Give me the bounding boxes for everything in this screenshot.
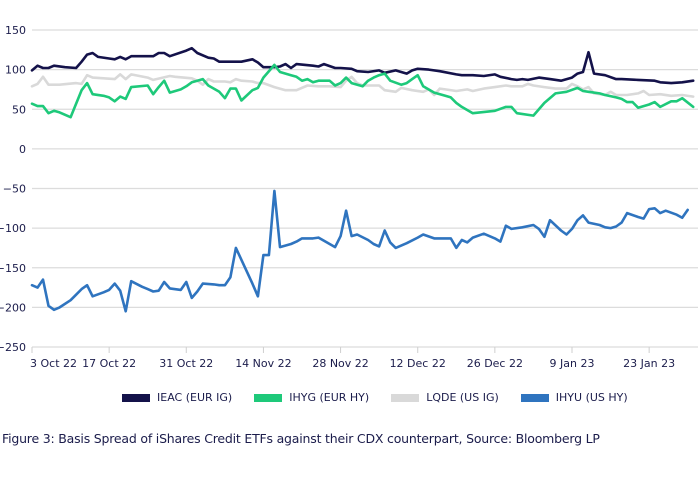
y-tick-label: −250 [0, 341, 26, 354]
x-tick-label: 12 Dec 22 [390, 357, 446, 370]
gridlines [32, 29, 698, 348]
y-tick-label: −50 [3, 183, 26, 196]
x-tick-label: 9 Jan 23 [550, 357, 595, 370]
x-tick-label: 31 Oct 22 [159, 357, 213, 370]
x-tick-label: 17 Oct 22 [82, 357, 136, 370]
legend-label-ieac: IEAC (EUR IG) [157, 391, 233, 404]
x-tick-label: 23 Jan 23 [623, 357, 675, 370]
x-tick-label: 28 Nov 22 [312, 357, 368, 370]
line-chart: 150 100 50 0 −50 −100 −150 −200 −250 3 Oct 22 17 … [0, 24, 698, 370]
y-tick-label: −200 [0, 301, 26, 314]
y-tick-label: 50 [12, 103, 26, 116]
y-tick-label: −100 [0, 222, 26, 235]
legend-swatch-ieac [122, 393, 150, 402]
y-tick-label: 150 [5, 24, 26, 37]
legend-item-lqde: LQDE (US IG) [391, 391, 499, 404]
x-axis: 3 Oct 22 17 Oct 22 31 Oct 22 14 Nov 22 28 No… [30, 347, 675, 370]
legend-label-lqde: LQDE (US IG) [426, 391, 499, 404]
y-tick-label: 100 [5, 64, 26, 77]
x-tick-label: 3 Oct 22 [30, 357, 77, 370]
legend-item-ihyu: IHYU (US HY) [520, 391, 628, 404]
legend-label-ihyu: IHYU (US HY) [555, 391, 628, 404]
x-tick-label: 14 Nov 22 [235, 357, 291, 370]
y-tick-label: 0 [19, 143, 26, 156]
x-tick-label: 26 Dec 22 [467, 357, 523, 370]
series-line-ihyg [30, 63, 695, 119]
legend: IEAC (EUR IG) IHYG (EUR HY) LQDE (US IG)… [122, 391, 650, 404]
legend-swatch-ihyu [520, 393, 549, 402]
y-tick-label: −150 [0, 262, 26, 275]
series-line-ihyu [30, 189, 689, 313]
series-line-ieac [30, 46, 695, 85]
legend-item-ieac: IEAC (EUR IG) [122, 391, 232, 404]
series-lines [30, 46, 695, 313]
legend-label-ihyg: IHYG (EUR HY) [289, 391, 370, 404]
y-axis-tick-labels: 150 100 50 0 −50 −100 −150 −200 −250 [0, 24, 26, 354]
legend-item-ihyg: IHYG (EUR HY) [254, 391, 369, 404]
legend-swatch-ihyg [254, 393, 283, 402]
legend-swatch-lqde [391, 393, 420, 402]
figure-caption: Figure 3: Basis Spread of iShares Credit… [2, 431, 600, 446]
